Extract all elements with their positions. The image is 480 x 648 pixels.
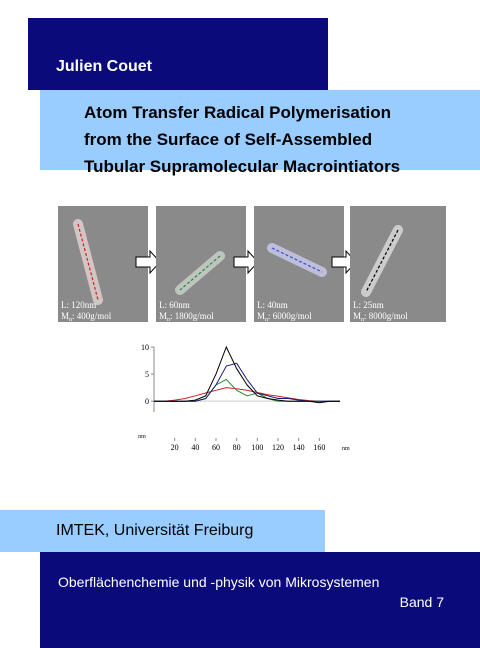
x-tick-label: 120 [272,443,284,452]
measure-line [365,229,399,293]
arrow [135,249,161,275]
author: Julien Couet [56,58,153,75]
panel-mass-part: : 6000g/mol [268,311,312,321]
y-tick-label: 5 [145,370,149,379]
x-tick-label: 60 [212,443,220,452]
x-tick-label: 100 [251,443,263,452]
panel-mass-part: M [159,311,167,321]
measure-line [271,247,323,273]
panel-mass: Mn: 1800g/mol [159,311,214,323]
series-line [154,345,340,404]
panel-length: L: 25nm [353,300,384,310]
y-tick-label: 10 [141,343,149,352]
title-line: Tubular Supramolecular Macrointiators [84,157,401,176]
panel-mass: Mn: 8000g/mol [353,311,408,323]
x-tick-label: 40 [191,443,199,452]
title-band: Atom Transfer Radical Polymerisation fro… [40,90,480,176]
arrow [233,249,259,275]
measure-line [77,223,99,301]
institution: IMTEK, Universität Freiburg [56,522,254,539]
micrograph [156,206,246,322]
title-line: from the Surface of Self-Assembled [84,130,373,149]
panel-length: L: 60nm [159,300,190,310]
panel-mass: Mn: 6000g/mol [257,311,312,323]
panel-mass-part: M [61,311,69,321]
institution-band: IMTEK, Universität Freiburg [0,510,325,552]
author-band: Julien Couet [28,18,328,90]
x-unit: nm [342,446,350,452]
x-tick-label: 80 [233,443,241,452]
x-tick-label: 160 [313,443,325,452]
panel-mass-part: n [265,317,268,323]
panel-mass-part: : 400g/mol [72,311,112,321]
panel-mass-part: : 8000g/mol [364,311,408,321]
micrograph [58,206,148,322]
panel-mass-part: n [69,317,72,323]
x-tick-label: 20 [171,443,179,452]
measure-line [179,255,221,291]
series-band: Oberflächenchemie und -physik von Mikros… [40,552,480,648]
y-unit: nm [138,434,146,440]
series-title: Oberflächenchemie und -physik von Mikros… [58,574,380,590]
panel-length: L: 120nm [61,300,96,310]
x-tick-label: 140 [293,443,305,452]
y-tick-label: 0 [145,397,149,406]
panel-mass: Mn: 400g/mol [61,311,112,323]
series-line [154,387,340,402]
panel-length: L: 40nm [257,300,288,310]
panel-mass-part: M [257,311,265,321]
panel-mass-part: M [353,311,361,321]
title-line: Atom Transfer Radical Polymerisation [84,103,392,122]
panel-mass-part: : 1800g/mol [170,311,214,321]
panel-mass-part: n [361,317,364,323]
volume: Band 7 [399,594,444,610]
panel-mass-part: n [167,317,170,323]
